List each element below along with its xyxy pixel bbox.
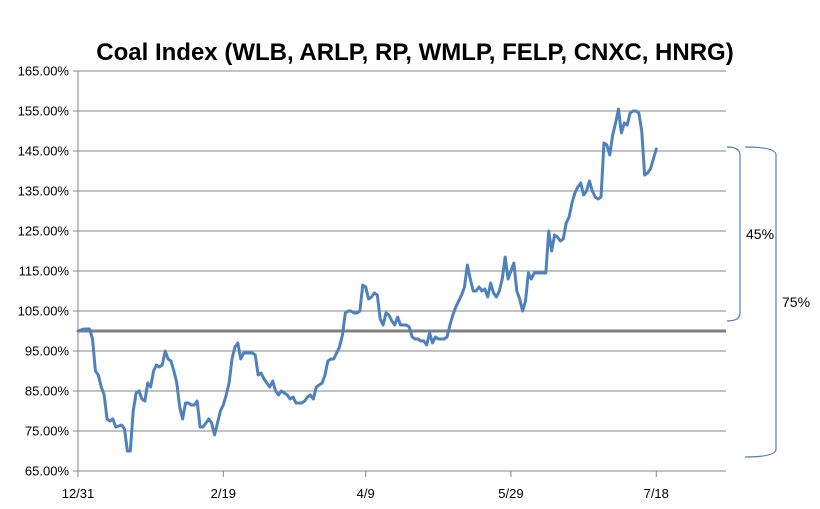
annotation-brace — [726, 146, 741, 322]
annotation-label: 45% — [746, 226, 774, 242]
grid — [78, 70, 726, 432]
series — [76, 107, 658, 453]
y-tick-label: 145.00% — [18, 144, 70, 159]
x-tick-label: 5/29 — [498, 486, 523, 501]
y-tick-label: 155.00% — [18, 104, 70, 119]
y-tick-label: 95.00% — [25, 344, 70, 359]
y-tick-label: 135.00% — [18, 184, 70, 199]
y-axis-ticks: 65.00% 75.00% 85.00% 95.00% 105.00% 115.00% 12… — [18, 64, 78, 479]
y-tick-label: 125.00% — [18, 224, 70, 239]
annotation-brace — [744, 146, 777, 458]
y-tick-label: 105.00% — [18, 304, 70, 319]
x-tick-label: 7/18 — [644, 486, 669, 501]
y-tick-label: 165.00% — [18, 64, 70, 79]
y-tick-label: 85.00% — [25, 384, 70, 399]
y-tick-label: 65.00% — [25, 464, 70, 479]
axes — [77, 71, 726, 472]
y-tick-label: 115.00% — [19, 264, 70, 279]
y-tick-label: 75.00% — [25, 424, 70, 439]
x-tick-label: 4/9 — [357, 486, 375, 501]
annotations: 45% 75% — [726, 146, 810, 458]
annotation-label: 75% — [782, 294, 810, 310]
series-line — [76, 107, 658, 453]
x-tick-label: 12/31 — [62, 486, 95, 501]
x-tick-label: 2/19 — [211, 486, 236, 501]
x-axis-ticks: 12/31 2/19 4/9 5/29 7/18 — [62, 471, 669, 501]
chart-title: Coal Index (WLB, ARLP, RP, WMLP, FELP, C… — [96, 39, 733, 66]
